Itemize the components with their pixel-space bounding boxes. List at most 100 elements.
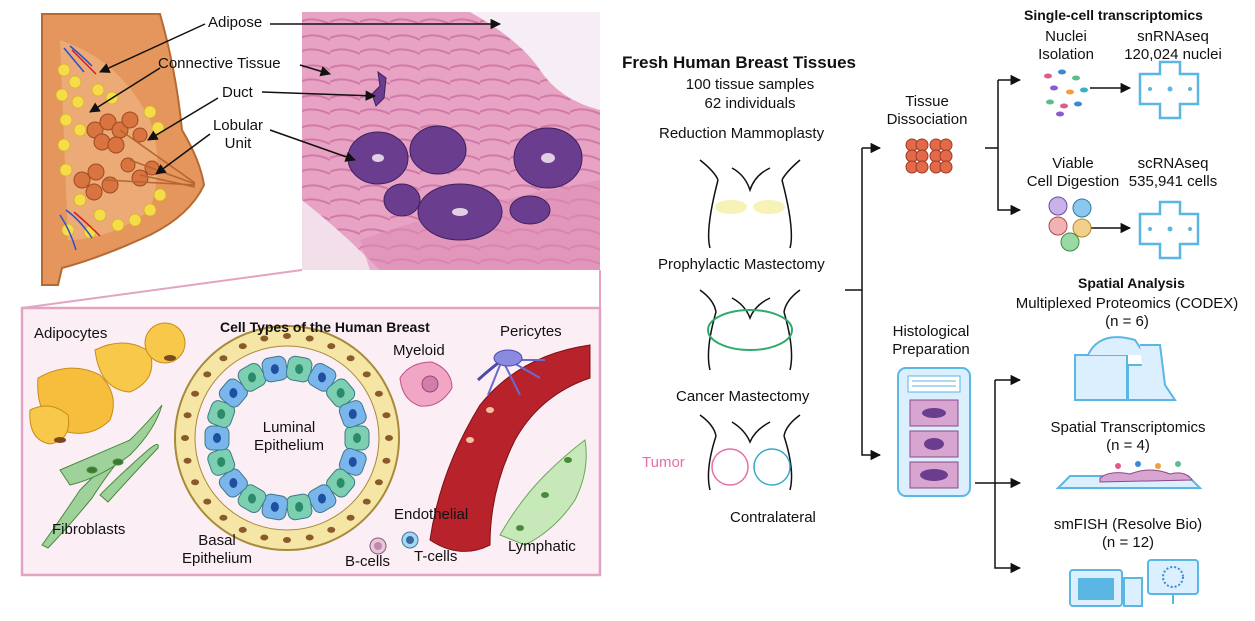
spatial-transcriptomics-slide-icon: [1055, 461, 1203, 489]
label-st-line1: Spatial Transcriptomics: [1050, 419, 1206, 436]
basal-cell-nucleus: [385, 435, 393, 441]
label-adipocytes: Adipocytes: [34, 325, 108, 342]
luminal-cell-nucleus: [295, 501, 304, 512]
luminal-cell-nucleus: [248, 372, 256, 383]
pericytes-endothelial-illustration: [429, 344, 591, 552]
label-smfish-line1: smFISH (Resolve Bio): [1053, 516, 1203, 533]
luminal-cell-nucleus: [318, 372, 326, 383]
label-spatial-transcriptomics: Spatial Transcriptomics (n = 4): [1030, 419, 1226, 455]
viable-cells-icon: [1048, 196, 1092, 252]
label-luminal-line1: Luminal: [262, 419, 316, 436]
basal-cell-nucleus: [382, 457, 391, 464]
label-duct: Duct: [222, 84, 253, 101]
basal-cell-nucleus: [183, 457, 192, 464]
zoom-connector: [21, 269, 601, 309]
basal-cell-nucleus: [305, 534, 314, 541]
basal-cell-nucleus: [362, 371, 371, 378]
label-luminal-line2: Epithelium: [253, 437, 325, 454]
label-codex-line2: (n = 6): [1105, 313, 1149, 330]
label-lymphatic: Lymphatic: [508, 538, 576, 555]
label-cancer-mastectomy: Cancer Mastectomy: [676, 388, 810, 405]
tissues-title: Fresh Human Breast Tissues: [622, 53, 856, 72]
smfish-workstation-icon: [1069, 559, 1199, 607]
label-smfish: smFISH (Resolve Bio) (n = 12): [1040, 516, 1216, 552]
reduction-region-right: [753, 200, 785, 214]
label-luminal-epithelium: Luminal Epithelium: [244, 419, 334, 455]
basal-cell-nucleus: [191, 390, 200, 397]
reduction-region-left: [715, 200, 747, 214]
basal-cell-nucleus: [260, 534, 269, 541]
luminal-cell-nucleus: [353, 433, 361, 443]
basal-cell-nucleus: [203, 371, 212, 378]
luminal-cell-nucleus: [348, 456, 357, 467]
label-tissue-dissociation: Tissue Dissociation: [872, 93, 982, 129]
epithelial-ring-illustration: [174, 325, 400, 551]
label-endothelial: Endothelial: [394, 506, 469, 523]
workflow-arrows: [845, 74, 1132, 574]
label-viable-line1: Viable: [1052, 155, 1094, 172]
label-histo-line2: Preparation: [892, 341, 970, 358]
basal-cell-nucleus: [283, 333, 291, 339]
label-scrnaseq: scRNAseq 535,941 cells: [1118, 155, 1228, 191]
basal-cell-nucleus: [382, 412, 391, 419]
label-adipose: Adipose: [208, 14, 263, 31]
luminal-cell-nucleus: [217, 409, 226, 420]
label-dissociation-line2: Dissociation: [886, 111, 968, 128]
dissociated-tissue-icon: [905, 138, 953, 174]
basal-cell-nucleus: [191, 479, 200, 486]
luminal-cell-nucleus: [318, 493, 326, 504]
label-reduction-mammoplasty: Reduction Mammoplasty: [659, 125, 825, 142]
anatomy-arrows: [89, 18, 502, 175]
cell-types-title: Cell Types of the Human Breast: [220, 319, 430, 335]
label-snrnaseq-line2: 120,024 nuclei: [1124, 46, 1222, 63]
luminal-cell-nucleus: [270, 364, 279, 375]
myeloid-illustration: [399, 361, 453, 407]
basal-cell-nucleus: [346, 514, 355, 521]
basal-cell-nucleus: [327, 526, 336, 533]
histology-image: [302, 12, 600, 270]
label-contralateral: Contralateral: [730, 509, 816, 526]
luminal-cell-nucleus: [213, 433, 221, 443]
basal-cell-nucleus: [238, 526, 247, 533]
basal-cell-nucleus: [283, 537, 291, 543]
label-basal-epithelium: Basal Epithelium: [172, 532, 262, 568]
luminal-cell-nucleus: [348, 409, 357, 420]
luminal-cell-nucleus: [336, 477, 345, 488]
basal-cell-nucleus: [183, 412, 192, 419]
label-snrnaseq-line1: snRNAseq: [1137, 28, 1209, 45]
label-connective-tissue: Connective Tissue: [158, 55, 281, 72]
label-codex: Multiplexed Proteomics (CODEX) (n = 6): [1000, 295, 1254, 331]
tissues-individuals: 62 individuals: [704, 95, 796, 112]
label-codex-line1: Multiplexed Proteomics (CODEX): [1015, 295, 1239, 312]
label-lobular-unit: Lobular Unit: [208, 117, 268, 153]
prophylactic-region: [707, 309, 793, 351]
luminal-cell-nucleus: [295, 364, 304, 375]
body-silhouettes: [699, 159, 801, 491]
single-cell-title: Single-cell transcriptomics: [1024, 7, 1203, 23]
tissues-samples: 100 tissue samples: [685, 76, 815, 93]
luminal-cell-nucleus: [229, 477, 238, 488]
nuclei-icon: [1044, 69, 1088, 117]
luminal-cell-nucleus: [270, 501, 279, 512]
breast-anatomy-illustration: [41, 13, 206, 286]
label-viable-cell-digestion: Viable Cell Digestion: [1018, 155, 1128, 191]
label-t-cells: T-cells: [414, 548, 458, 565]
label-nuclei-isolation: Nuclei Isolation: [1026, 28, 1106, 64]
adipocytes-illustration: [29, 322, 186, 445]
basal-cell-nucleus: [374, 390, 383, 397]
label-tumor: Tumor: [642, 454, 685, 471]
lymphatic-illustration: [499, 439, 587, 546]
label-st-line2: (n = 4): [1106, 437, 1150, 454]
label-lobular-line1: Lobular: [212, 117, 264, 134]
basal-cell-nucleus: [305, 335, 314, 342]
tumor-region: [711, 448, 749, 486]
label-viable-line2: Cell Digestion: [1026, 173, 1120, 190]
luminal-cell-nucleus: [248, 493, 256, 504]
basal-cell-nucleus: [374, 479, 383, 486]
basal-cell-nucleus: [181, 435, 189, 441]
luminal-cell-nucleus: [336, 388, 345, 399]
luminal-cell-nucleus: [217, 456, 226, 467]
label-pericytes: Pericytes: [500, 323, 562, 340]
label-scrnaseq-line2: 535,941 cells: [1128, 173, 1218, 190]
